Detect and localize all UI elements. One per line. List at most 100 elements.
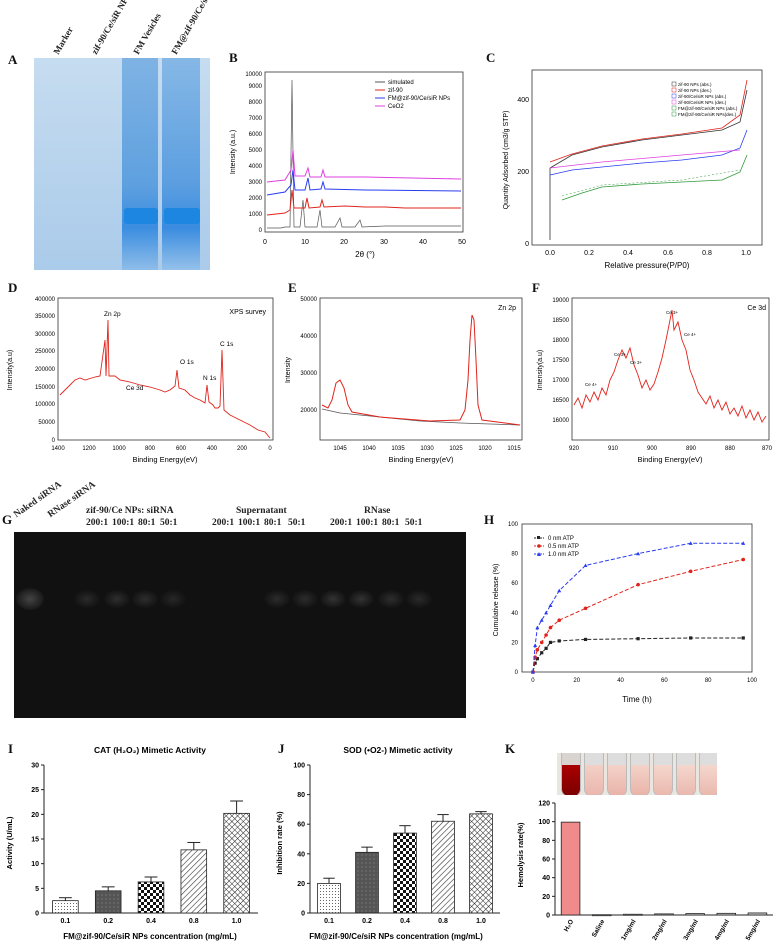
- svg-text:19000: 19000: [552, 298, 569, 304]
- legend-item: FM@zif-90/Ce/siR NPs: [388, 96, 450, 102]
- svg-text:3000: 3000: [249, 180, 263, 186]
- panel-h: H 0 20 40 60 80 100 0 20 40 60 80 100 Time (h) Cumu…: [470, 490, 770, 720]
- peak-label: Zn 2p: [104, 311, 121, 318]
- data-point: [544, 633, 548, 637]
- gel-header: Supernatant: [236, 506, 287, 516]
- svg-text:17500: 17500: [552, 358, 569, 364]
- svg-text:0.6: 0.6: [663, 250, 673, 257]
- x-tick: 20: [573, 678, 580, 684]
- sds-gel: [34, 58, 210, 270]
- data-point: [548, 603, 553, 607]
- gel-band: [132, 590, 158, 608]
- fm-vesicles-lane: [122, 58, 158, 270]
- bar: [355, 851, 379, 914]
- bar: [560, 821, 581, 916]
- chart-title: Ce 3d: [747, 305, 766, 312]
- data-point: [544, 610, 549, 615]
- x-tick: 0.1: [61, 918, 71, 925]
- data-point: [741, 541, 746, 545]
- y-tick: 20: [542, 894, 550, 901]
- data-point: [548, 625, 553, 630]
- x-tick: 3mg/ml: [682, 918, 700, 941]
- svg-text:16000: 16000: [552, 418, 569, 424]
- panel-g: G Naked siRNA RNase siRNA zif-90/Ce NPs:…: [0, 480, 470, 720]
- svg-text:350000: 350000: [35, 314, 56, 320]
- data-point: [583, 563, 588, 568]
- data-point: [535, 625, 540, 630]
- y-axis-label: Intensity (a.u.): [230, 130, 237, 174]
- panel-label: C: [486, 50, 496, 65]
- cat-chart: CAT (H₂O₂) Mimetic Activity Activity (U/…: [5, 745, 258, 941]
- peak-label: N 1s: [203, 375, 217, 382]
- svg-text:0.8: 0.8: [702, 250, 712, 257]
- tube-photo: [557, 753, 717, 795]
- legend-item: 0.5 nm ATP: [548, 544, 579, 550]
- y-tick: 40: [297, 851, 305, 858]
- bar: [685, 913, 705, 916]
- y-tick: 60: [297, 822, 305, 829]
- svg-text:2000: 2000: [249, 196, 263, 202]
- peak-label: Ce 3+: [666, 310, 679, 315]
- svg-text:0: 0: [525, 241, 529, 248]
- gel-band: [406, 590, 432, 608]
- x-axis-label: Binding Energy(eV): [132, 455, 198, 464]
- data-point: [636, 582, 640, 587]
- panel-label: A: [8, 52, 18, 67]
- panel-label: I: [8, 741, 14, 756]
- data-point: [688, 569, 693, 574]
- bar: [623, 913, 643, 916]
- svg-text:0.0: 0.0: [545, 250, 555, 257]
- x-tick: 100: [747, 678, 758, 684]
- panel-label: H: [484, 512, 495, 527]
- panel-label: K: [505, 741, 516, 756]
- x-tick: 0: [531, 678, 535, 684]
- x-axis-label: FM@zif-90/Ce/siR NPs concentration (mg/m…: [309, 932, 483, 941]
- data-point: [741, 636, 745, 640]
- lane-label: FM@zif-90/Ce/siR NPs: [169, 0, 223, 57]
- svg-text:zif-90/Ce/siR NPs (des.): zif-90/Ce/siR NPs (des.): [678, 100, 727, 105]
- data-point: [548, 640, 553, 644]
- gel-band: [104, 590, 130, 608]
- svg-text:50: 50: [458, 239, 466, 246]
- y-axis-label: Hemolysis rate(%): [516, 822, 525, 888]
- gel-band: [264, 590, 290, 608]
- panel-b: B 0 10 20 30 40 50 0 1000 2000 3000 4000…: [225, 50, 470, 275]
- svg-text:100000: 100000: [35, 402, 56, 408]
- svg-text:7000: 7000: [249, 116, 263, 122]
- bar: [431, 820, 455, 914]
- svg-text:300000: 300000: [35, 332, 56, 338]
- data-point: [557, 618, 562, 622]
- bar: [716, 912, 737, 916]
- series-line: [532, 637, 744, 673]
- y-tick: 40: [542, 875, 550, 882]
- y-axis-label: Intensity(a.u): [537, 350, 544, 390]
- panel-e: E Zn 2p 20000 30000 40000 50000 1045 104…: [280, 280, 530, 475]
- chart-title: CAT (H₂O₂) Mimetic Activity: [94, 745, 206, 755]
- x-tick: 0.4: [146, 918, 156, 925]
- svg-text:900: 900: [647, 446, 658, 452]
- legend-item: simulated: [388, 80, 414, 86]
- data-point: [636, 551, 641, 556]
- x-tick: 0.4: [400, 918, 410, 925]
- sod-chart: SOD (•O2-) Mimetic activity Inhibition r…: [275, 745, 500, 941]
- svg-text:50000: 50000: [300, 297, 317, 303]
- svg-text:0: 0: [259, 228, 263, 234]
- bar: [317, 882, 341, 914]
- y-tick: 10: [31, 861, 39, 868]
- panel-a: A Marker zif-90/Ce/siR NPs FM Vesicles F…: [0, 0, 223, 275]
- panel-k: K Hemolysis rate(%) 0 20 40 60 80 100 120 H₂O Sa…: [505, 725, 777, 944]
- legend-item: 1.0 nm ATP: [548, 552, 579, 558]
- svg-text:150000: 150000: [35, 385, 56, 391]
- x-axis-label: Binding Energy(eV): [637, 455, 703, 464]
- bar: [747, 912, 768, 916]
- x-tick: 4mg/ml: [714, 918, 732, 941]
- svg-text:10000: 10000: [245, 72, 262, 78]
- svg-text:400000: 400000: [35, 297, 56, 303]
- y-axis-label: Activity (U/mL): [5, 816, 14, 869]
- panel-label: D: [8, 280, 18, 295]
- bar: [180, 849, 208, 914]
- peak-label: Ce 4+: [585, 382, 598, 387]
- x-axis-label: Binding Energy(eV): [388, 455, 454, 464]
- y-tick: 100: [538, 819, 550, 826]
- gel-band: [292, 590, 318, 608]
